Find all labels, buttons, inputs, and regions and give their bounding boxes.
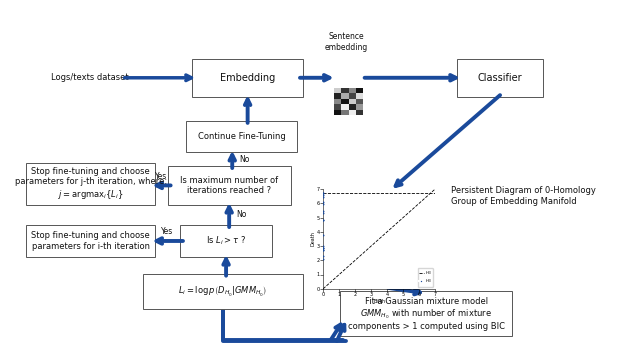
Text: Stop fine-tuning and choose
parameters for j-th iteration, where:
$j = \mathrm{a: Stop fine-tuning and choose parameters f… bbox=[15, 167, 166, 201]
Point bbox=[318, 243, 328, 249]
Text: Yes: Yes bbox=[156, 172, 168, 181]
Text: Logs/texts dataset: Logs/texts dataset bbox=[51, 73, 128, 82]
Legend: $H_0$, $H_0$: $H_0$, $H_0$ bbox=[418, 268, 433, 287]
Point bbox=[318, 193, 328, 198]
Bar bbox=[349, 110, 356, 115]
Bar bbox=[356, 110, 364, 115]
Point bbox=[318, 199, 328, 205]
Point bbox=[318, 190, 328, 196]
FancyBboxPatch shape bbox=[192, 59, 303, 97]
FancyBboxPatch shape bbox=[26, 225, 156, 257]
Text: Embedding: Embedding bbox=[220, 73, 275, 83]
Point bbox=[318, 247, 328, 253]
Text: Yes: Yes bbox=[161, 228, 173, 237]
Text: Classifier: Classifier bbox=[478, 73, 522, 83]
Bar bbox=[334, 110, 341, 115]
Bar bbox=[334, 93, 341, 99]
Point bbox=[318, 210, 328, 216]
Text: No: No bbox=[237, 210, 247, 219]
Bar bbox=[349, 104, 356, 110]
Bar bbox=[341, 110, 349, 115]
Text: Fit a Gaussian mixture model
$GMM_{H_0}$ with number of mixture
components > 1 c: Fit a Gaussian mixture model $GMM_{H_0}$… bbox=[348, 296, 505, 331]
Point bbox=[318, 247, 328, 253]
Bar bbox=[356, 104, 364, 110]
FancyBboxPatch shape bbox=[340, 291, 513, 336]
Bar bbox=[341, 99, 349, 104]
Y-axis label: Death: Death bbox=[310, 231, 316, 246]
Bar bbox=[356, 88, 364, 93]
Bar bbox=[341, 104, 349, 110]
Text: Is $L_i > \tau$ ?: Is $L_i > \tau$ ? bbox=[206, 235, 246, 247]
Point bbox=[318, 232, 328, 238]
Text: Sentence
embedding: Sentence embedding bbox=[324, 32, 368, 52]
Bar bbox=[349, 99, 356, 104]
Point bbox=[318, 202, 328, 207]
Point bbox=[318, 194, 328, 199]
Bar bbox=[349, 93, 356, 99]
FancyBboxPatch shape bbox=[457, 59, 543, 97]
Text: Stop fine-tuning and choose
parameters for i-th iteration: Stop fine-tuning and choose parameters f… bbox=[31, 231, 150, 251]
Bar bbox=[341, 93, 349, 99]
FancyBboxPatch shape bbox=[180, 225, 272, 257]
X-axis label: Birth: Birth bbox=[373, 299, 385, 303]
Text: No: No bbox=[239, 155, 250, 164]
Text: Continue Fine-Tuning: Continue Fine-Tuning bbox=[198, 132, 285, 141]
FancyBboxPatch shape bbox=[143, 274, 303, 309]
Text: Is maximum number of
iterations reached ?: Is maximum number of iterations reached … bbox=[180, 176, 278, 195]
Point bbox=[318, 245, 328, 251]
Bar bbox=[334, 88, 341, 93]
Point bbox=[318, 245, 328, 251]
Text: $L_i = \log p\left(D_{H_0}|GMM_{H_0}\right)$: $L_i = \log p\left(D_{H_0}|GMM_{H_0}\rig… bbox=[179, 284, 268, 298]
Bar bbox=[349, 88, 356, 93]
Point bbox=[318, 256, 328, 262]
Point bbox=[318, 190, 328, 196]
FancyBboxPatch shape bbox=[26, 163, 156, 204]
Bar bbox=[341, 88, 349, 93]
Point bbox=[318, 253, 328, 259]
FancyBboxPatch shape bbox=[186, 121, 297, 153]
Point bbox=[318, 208, 328, 214]
Text: Persistent Diagram of 0-Homology
Group of Embedding Manifold: Persistent Diagram of 0-Homology Group o… bbox=[451, 186, 596, 205]
Bar bbox=[334, 99, 341, 104]
Point bbox=[318, 217, 328, 223]
Point bbox=[318, 217, 328, 223]
Bar bbox=[356, 99, 364, 104]
FancyBboxPatch shape bbox=[168, 166, 291, 204]
Bar bbox=[356, 93, 364, 99]
Bar bbox=[334, 104, 341, 110]
